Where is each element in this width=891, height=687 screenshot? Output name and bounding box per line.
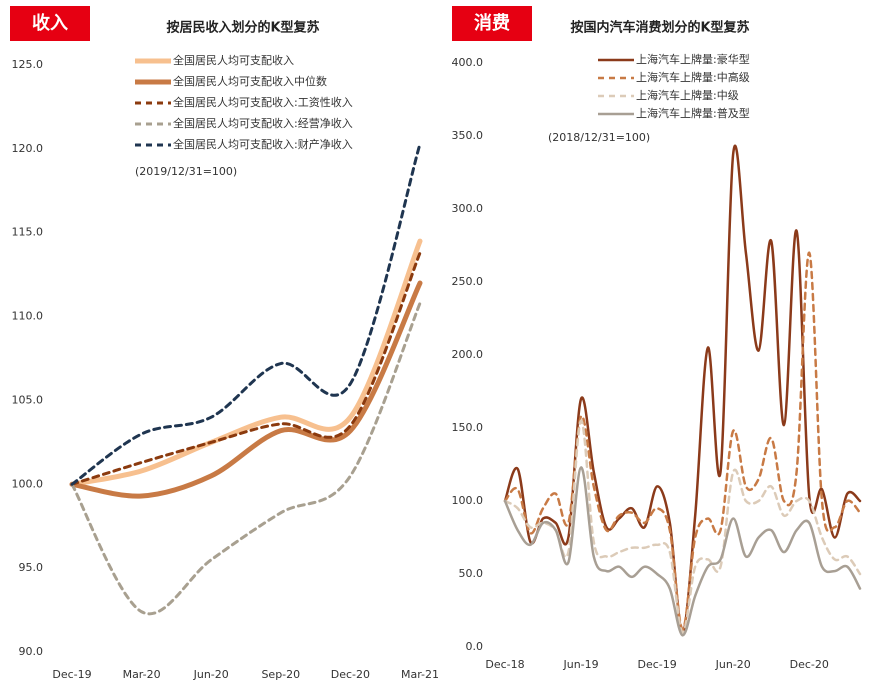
y-tick-label: 100.0 xyxy=(12,477,44,490)
tag-box xyxy=(452,6,532,41)
y-tick-label: 350.0 xyxy=(452,129,484,142)
legend-label: 全国居民人均可支配收入:财产净收入 xyxy=(173,137,353,151)
x-tick-label: Jun-20 xyxy=(193,668,229,681)
x-tick-label: Jun-20 xyxy=(715,658,751,671)
legend-label: 上海汽车上牌量:普及型 xyxy=(636,106,750,120)
y-tick-label: 125.0 xyxy=(12,58,44,71)
legend-label: 全国居民人均可支配收入中位数 xyxy=(173,74,327,88)
y-tick-label: 400.0 xyxy=(452,56,484,69)
y-tick-label: 150.0 xyxy=(452,421,484,434)
y-tick-label: 100.0 xyxy=(452,494,484,507)
series-line xyxy=(503,466,862,637)
y-tick-label: 90.0 xyxy=(19,645,44,658)
x-tick-label: Jun-19 xyxy=(562,658,598,671)
series-line xyxy=(70,142,422,486)
y-tick-label: 120.0 xyxy=(12,142,44,155)
series-line xyxy=(69,280,423,499)
x-tick-label: Dec-19 xyxy=(52,668,91,681)
legend-label: 全国居民人均可支配收入:经营净收入 xyxy=(173,116,353,130)
x-tick-label: Dec-19 xyxy=(638,658,677,671)
note: (2019/12/31=100) xyxy=(135,165,237,178)
x-tick-label: Mar-20 xyxy=(123,668,161,681)
series-line xyxy=(70,251,422,486)
series-line xyxy=(70,301,422,616)
y-tick-label: 110.0 xyxy=(12,310,44,323)
x-tick-label: Dec-18 xyxy=(485,658,524,671)
x-tick-label: Sep-20 xyxy=(261,668,300,681)
chart-title: 按居民收入划分的K型复苏 xyxy=(166,20,319,36)
legend-label: 全国居民人均可支配收入 xyxy=(173,53,294,67)
y-tick-label: 115.0 xyxy=(12,226,44,239)
y-tick-label: 0.0 xyxy=(466,640,484,653)
tag: 消费 xyxy=(474,12,510,34)
x-tick-label: Dec-20 xyxy=(331,668,370,681)
y-tick-label: 300.0 xyxy=(452,202,484,215)
series-line xyxy=(503,419,862,634)
series-line xyxy=(503,144,862,634)
legend-label: 全国居民人均可支配收入:工资性收入 xyxy=(173,95,353,109)
chart-title: 按国内汽车消费划分的K型复苏 xyxy=(570,20,749,36)
legend-label: 上海汽车上牌量:中级 xyxy=(636,88,739,102)
tag: 收入 xyxy=(32,12,68,34)
y-tick-label: 105.0 xyxy=(12,393,44,406)
y-tick-label: 250.0 xyxy=(452,275,484,288)
y-tick-label: 95.0 xyxy=(19,561,44,574)
y-tick-label: 50.0 xyxy=(459,567,484,580)
legend-label: 上海汽车上牌量:豪华型 xyxy=(636,52,750,66)
x-tick-label: Dec-20 xyxy=(790,658,829,671)
legend-label: 上海汽车上牌量:中高级 xyxy=(636,70,750,84)
series-line xyxy=(69,238,423,487)
note: (2018/12/31=100) xyxy=(548,131,650,144)
x-tick-label: Mar-21 xyxy=(401,668,439,681)
series-line xyxy=(503,251,862,631)
tag-box xyxy=(10,6,90,41)
y-tick-label: 200.0 xyxy=(452,348,484,361)
